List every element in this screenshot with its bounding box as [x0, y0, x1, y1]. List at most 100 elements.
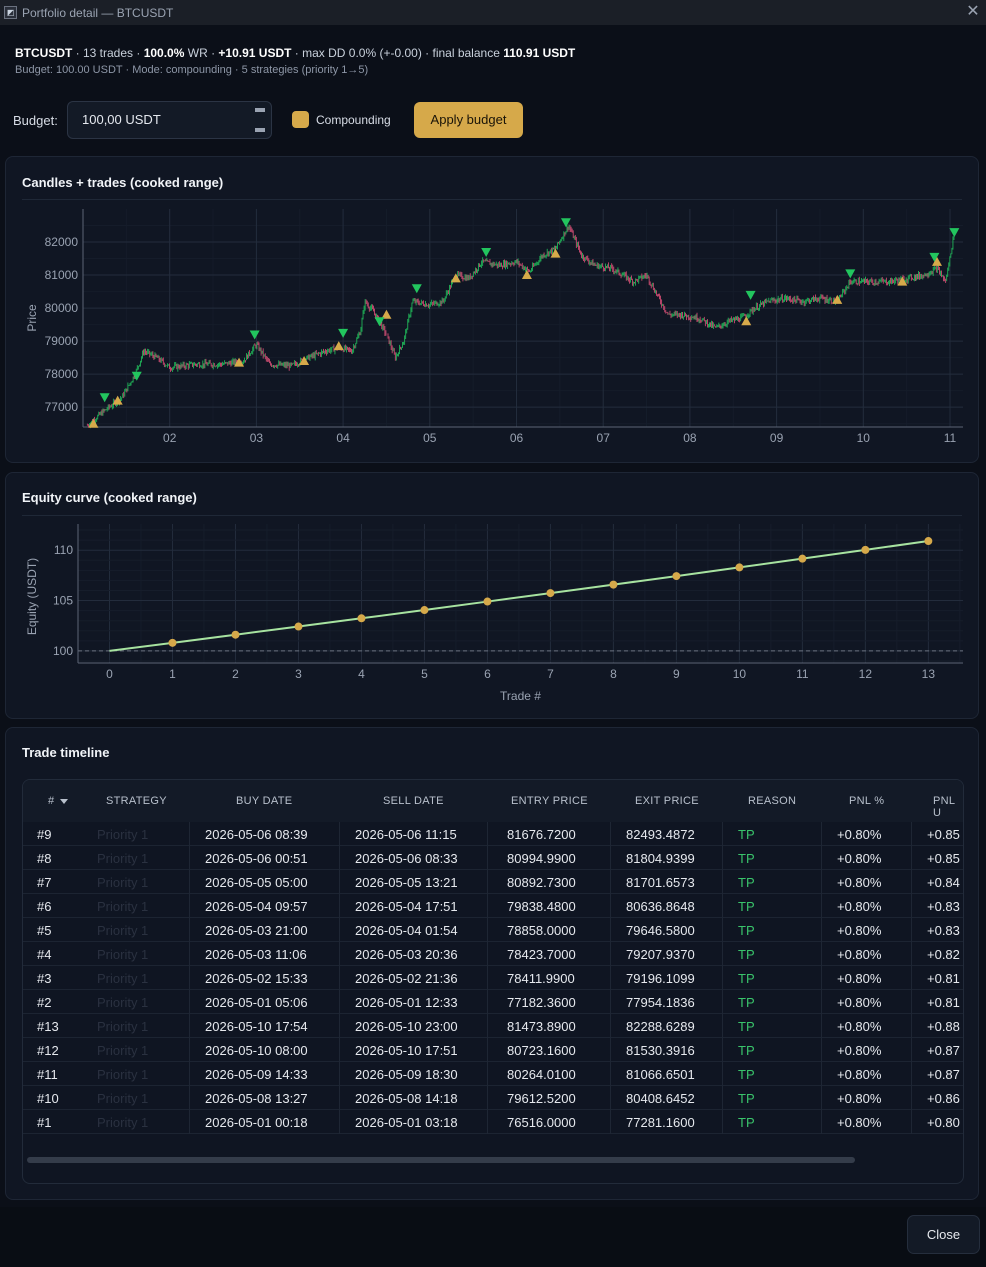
- cell-strategy: Priority 1: [97, 1019, 149, 1034]
- y-axis-label: Equity (USDT): [25, 558, 39, 635]
- col-header-index[interactable]: #: [48, 795, 69, 807]
- cell-index: #12: [37, 1043, 59, 1058]
- spin-up-icon[interactable]: [255, 108, 265, 112]
- x-tick-label: 07: [597, 431, 611, 445]
- table-row[interactable]: #3 Priority 1 2026-05-02 15:33 2026-05-02 2…: [23, 966, 963, 990]
- cell-sell-date: 2026-05-01 12:33: [355, 995, 458, 1010]
- cell-strategy: Priority 1: [97, 947, 149, 962]
- col-header-entry-price[interactable]: ENTRY PRICE: [511, 795, 588, 807]
- budget-input[interactable]: 100,00 USDT: [67, 101, 272, 139]
- cell-entry-price: 80994.9900: [507, 851, 576, 866]
- x-tick-label: 3: [295, 667, 302, 681]
- table-row[interactable]: #4 Priority 1 2026-05-03 11:06 2026-05-03 2…: [23, 942, 963, 966]
- col-header-reason[interactable]: REASON: [748, 795, 797, 807]
- table-row[interactable]: #9 Priority 1 2026-05-06 08:39 2026-05-06 1…: [23, 822, 963, 846]
- trade-table[interactable]: # STRATEGY BUY DATE SELL DATE ENTRY PRIC…: [22, 779, 964, 1184]
- equity-point: [861, 545, 870, 554]
- summary-pnl: +10.91 USDT: [218, 46, 292, 60]
- table-row[interactable]: #7 Priority 1 2026-05-05 05:00 2026-05-05 1…: [23, 870, 963, 894]
- equity-point: [483, 597, 492, 606]
- cell-sell-date: 2026-05-03 20:36: [355, 947, 458, 962]
- cell-entry-price: 78858.0000: [507, 923, 576, 938]
- col-header-buy-date[interactable]: BUY DATE: [236, 795, 293, 807]
- y-axis-label: Price: [25, 304, 39, 332]
- table-row[interactable]: #5 Priority 1 2026-05-03 21:00 2026-05-04 0…: [23, 918, 963, 942]
- x-tick-label: 03: [250, 431, 264, 445]
- buy-marker: [550, 248, 561, 258]
- equity-point: [609, 580, 618, 589]
- cell-sell-date: 2026-05-10 17:51: [355, 1043, 458, 1058]
- table-row[interactable]: #6 Priority 1 2026-05-04 09:57 2026-05-04 1…: [23, 894, 963, 918]
- compounding-label[interactable]: Compounding: [316, 113, 391, 127]
- table-row[interactable]: #10 Priority 1 2026-05-08 13:27 2026-05-08 …: [23, 1086, 963, 1110]
- summary-final-balance: 110.91 USDT: [503, 46, 576, 60]
- cell-reason: TP: [738, 827, 755, 842]
- col-header-pnl-pct[interactable]: PNL %: [849, 795, 885, 807]
- cell-entry-price: 80264.0100: [507, 1067, 576, 1082]
- table-row[interactable]: #1 Priority 1 2026-05-01 00:18 2026-05-01 0…: [23, 1110, 963, 1134]
- portfolio-summary: BTCUSDT · 13 trades · 100.0% WR · +10.91…: [15, 46, 575, 60]
- x-tick-label: 12: [859, 667, 873, 681]
- cell-sell-date: 2026-05-04 01:54: [355, 923, 458, 938]
- cell-pnl-pct: +0.80%: [837, 875, 882, 890]
- table-row[interactable]: #2 Priority 1 2026-05-01 05:06 2026-05-01 1…: [23, 990, 963, 1014]
- cell-pnl-usdt: +0.81: [927, 971, 960, 986]
- cell-pnl-pct: +0.80%: [837, 1067, 882, 1082]
- buy-marker: [333, 341, 344, 351]
- equity-point: [294, 622, 303, 631]
- table-row[interactable]: #13 Priority 1 2026-05-10 17:54 2026-05-10 …: [23, 1014, 963, 1038]
- table-row[interactable]: #12 Priority 1 2026-05-10 08:00 2026-05-10 …: [23, 1038, 963, 1062]
- cell-pnl-pct: +0.80%: [837, 1019, 882, 1034]
- cell-entry-price: 80892.7300: [507, 875, 576, 890]
- apply-budget-button[interactable]: Apply budget: [414, 102, 523, 138]
- equity-point: [798, 554, 807, 563]
- col-header-exit-price[interactable]: EXIT PRICE: [635, 795, 699, 807]
- buy-marker: [521, 270, 532, 280]
- table-row[interactable]: #11 Priority 1 2026-05-09 14:33 2026-05-09 …: [23, 1062, 963, 1086]
- cell-index: #11: [37, 1067, 58, 1082]
- cell-exit-price: 80636.8648: [626, 899, 695, 914]
- cell-index: #7: [37, 875, 52, 890]
- cell-index: #10: [37, 1091, 59, 1106]
- cell-reason: TP: [738, 875, 755, 890]
- col-header-strategy[interactable]: STRATEGY: [106, 795, 167, 807]
- col-header-pnl-usdt[interactable]: PNL U: [933, 795, 955, 819]
- cell-reason: TP: [738, 971, 755, 986]
- buy-marker: [381, 309, 392, 319]
- buy-marker: [741, 316, 752, 326]
- sell-marker: [374, 317, 385, 327]
- summary-subline: Budget: 100.00 USDT · Mode: compounding …: [15, 64, 369, 76]
- window-close-icon[interactable]: ✕: [966, 3, 980, 20]
- cell-pnl-usdt: +0.87: [927, 1067, 960, 1082]
- close-button[interactable]: Close: [907, 1215, 980, 1254]
- cell-exit-price: 81701.6573: [626, 875, 695, 890]
- table-row[interactable]: #8 Priority 1 2026-05-06 00:51 2026-05-06 0…: [23, 846, 963, 870]
- horizontal-scrollbar[interactable]: [27, 1157, 855, 1163]
- x-tick-label: 2: [232, 667, 239, 681]
- equity-point: [924, 537, 933, 546]
- sort-desc-icon[interactable]: [60, 798, 69, 804]
- candles-panel: Candles + trades (cooked range) 02 03 04 05…: [5, 156, 979, 463]
- x-tick-label: 13: [922, 667, 936, 681]
- cell-pnl-usdt: +0.83: [927, 899, 960, 914]
- spin-down-icon[interactable]: [255, 128, 265, 132]
- equity-point: [168, 638, 177, 647]
- cell-strategy: Priority 1: [97, 995, 149, 1010]
- cell-exit-price: 79196.1099: [626, 971, 695, 986]
- summary-wr-label: WR ·: [184, 46, 219, 60]
- cell-index: #9: [37, 827, 52, 842]
- cell-index: #5: [37, 923, 52, 938]
- x-tick-label: 04: [336, 431, 350, 445]
- equity-point: [735, 563, 744, 572]
- cell-strategy: Priority 1: [97, 1067, 149, 1082]
- x-tick-label: 08: [683, 431, 697, 445]
- candles-chart[interactable]: 02 03 04 05 06 07 08 09 10 11 77000 78000 79000 80000…: [6, 199, 978, 464]
- cell-buy-date: 2026-05-03 21:00: [205, 923, 308, 938]
- cell-exit-price: 79646.5800: [626, 923, 695, 938]
- y-tick-label: 100: [53, 644, 73, 658]
- compounding-checkbox[interactable]: [292, 111, 309, 128]
- col-header-sell-date[interactable]: SELL DATE: [383, 795, 444, 807]
- summary-trades: · 13 trades ·: [72, 46, 144, 60]
- cell-pnl-pct: +0.80%: [837, 827, 882, 842]
